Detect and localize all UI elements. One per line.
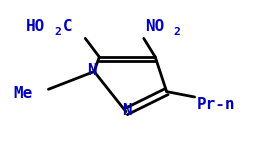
Text: Me: Me xyxy=(13,86,33,101)
Text: 2: 2 xyxy=(173,27,180,37)
Text: 2: 2 xyxy=(54,27,61,37)
Text: Pr-n: Pr-n xyxy=(197,97,235,112)
Text: NO: NO xyxy=(145,19,164,34)
Text: C: C xyxy=(63,19,73,34)
Text: N: N xyxy=(122,103,132,118)
Text: HO: HO xyxy=(25,19,45,34)
Text: N: N xyxy=(87,62,96,78)
